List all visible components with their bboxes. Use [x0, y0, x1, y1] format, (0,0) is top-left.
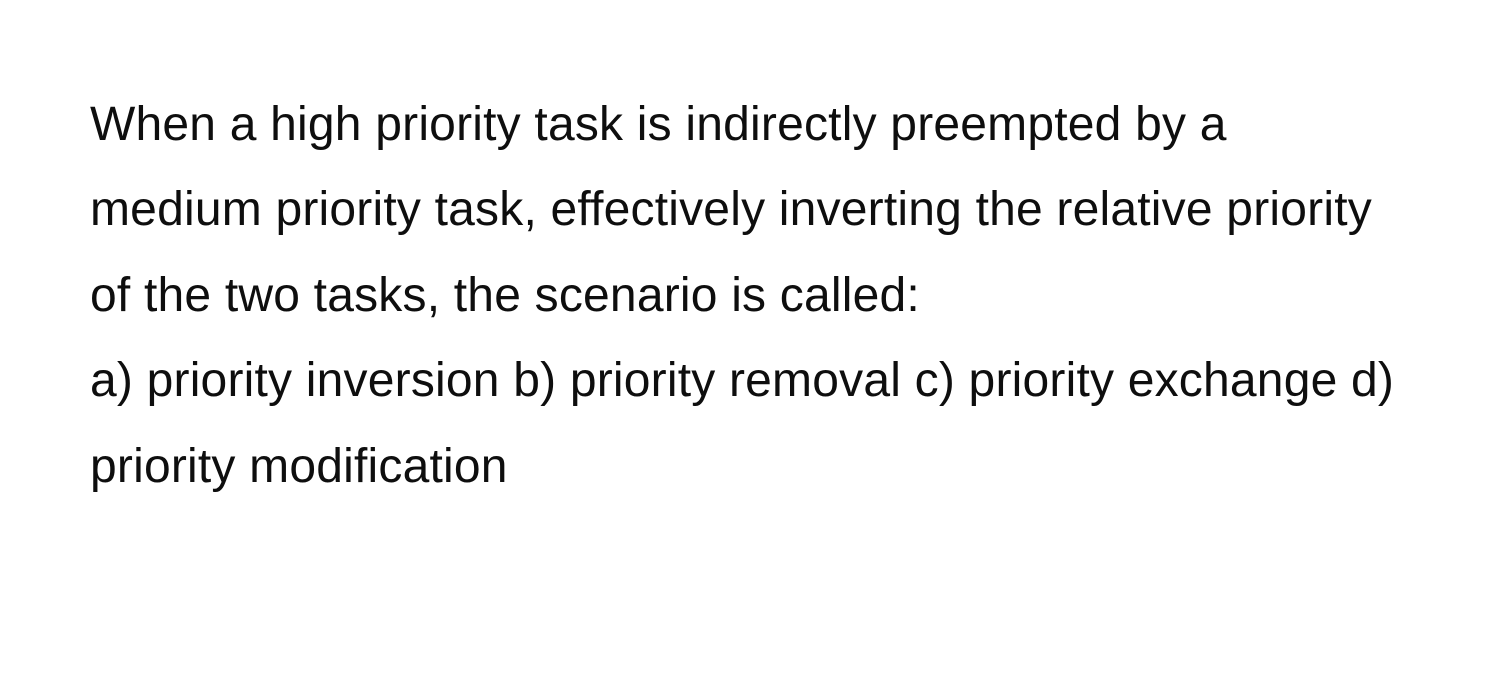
question-block: When a high priority task is indirectly …	[0, 0, 1500, 688]
question-prompt: When a high priority task is indirectly …	[90, 82, 1410, 338]
question-options: a) priority inversion b) priority remova…	[90, 338, 1410, 509]
